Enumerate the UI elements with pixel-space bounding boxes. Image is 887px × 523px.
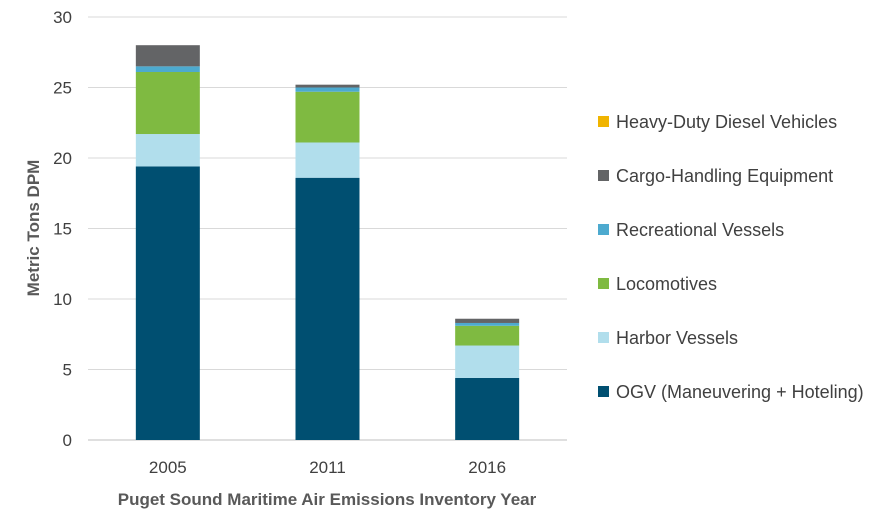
y-tick-label: 10 <box>53 290 72 309</box>
bar-segment <box>455 322 520 326</box>
legend-label: Cargo-Handling Equipment <box>616 166 833 186</box>
legend: Heavy-Duty Diesel Vehicles Cargo-Handling… <box>598 112 864 402</box>
x-tick-label: 2016 <box>468 458 506 477</box>
legend-label: Heavy-Duty Diesel Vehicles <box>616 112 837 132</box>
y-tick-label: 30 <box>53 8 72 27</box>
legend-swatch <box>598 386 609 397</box>
legend-swatch <box>598 224 609 235</box>
bar-segment <box>135 134 200 167</box>
bar-segment <box>135 166 200 440</box>
legend-swatch <box>598 278 609 289</box>
legend-label: Harbor Vessels <box>616 328 738 348</box>
legend-swatch <box>598 116 609 127</box>
bar-segment <box>295 84 360 88</box>
x-tick-label: 2011 <box>309 458 346 477</box>
bar-segment <box>135 71 200 135</box>
bar-segment <box>455 377 520 440</box>
bar-segment <box>295 91 360 143</box>
y-tick-label: 15 <box>53 220 72 239</box>
x-tick-label: 2005 <box>149 458 187 477</box>
y-tick-label: 5 <box>63 361 72 380</box>
bar-segment <box>135 66 200 72</box>
bar-segment <box>455 325 520 346</box>
y-tick-label: 25 <box>53 79 72 98</box>
legend-swatch <box>598 332 609 343</box>
y-tick-label: 0 <box>63 431 72 450</box>
legend-label: OGV (Maneuvering + Hoteling) <box>616 382 864 402</box>
bar-segment <box>295 87 360 92</box>
y-axis-title: Metric Tons DPM <box>24 160 43 297</box>
bar-segment <box>295 142 360 178</box>
bars <box>135 45 520 441</box>
legend-swatch <box>598 170 609 181</box>
legend-label: Locomotives <box>616 274 717 294</box>
x-axis-title: Puget Sound Maritime Air Emissions Inven… <box>118 490 537 509</box>
x-tick-labels: 2005 2011 2016 <box>149 458 506 477</box>
legend-label: Recreational Vessels <box>616 220 784 240</box>
bar-segment <box>135 45 200 67</box>
y-tick-label: 20 <box>53 149 72 168</box>
bar-segment <box>455 345 520 378</box>
y-tick-labels: 0 5 10 15 20 25 30 <box>53 8 72 450</box>
bar-segment <box>295 177 360 441</box>
bar-segment <box>455 318 520 323</box>
